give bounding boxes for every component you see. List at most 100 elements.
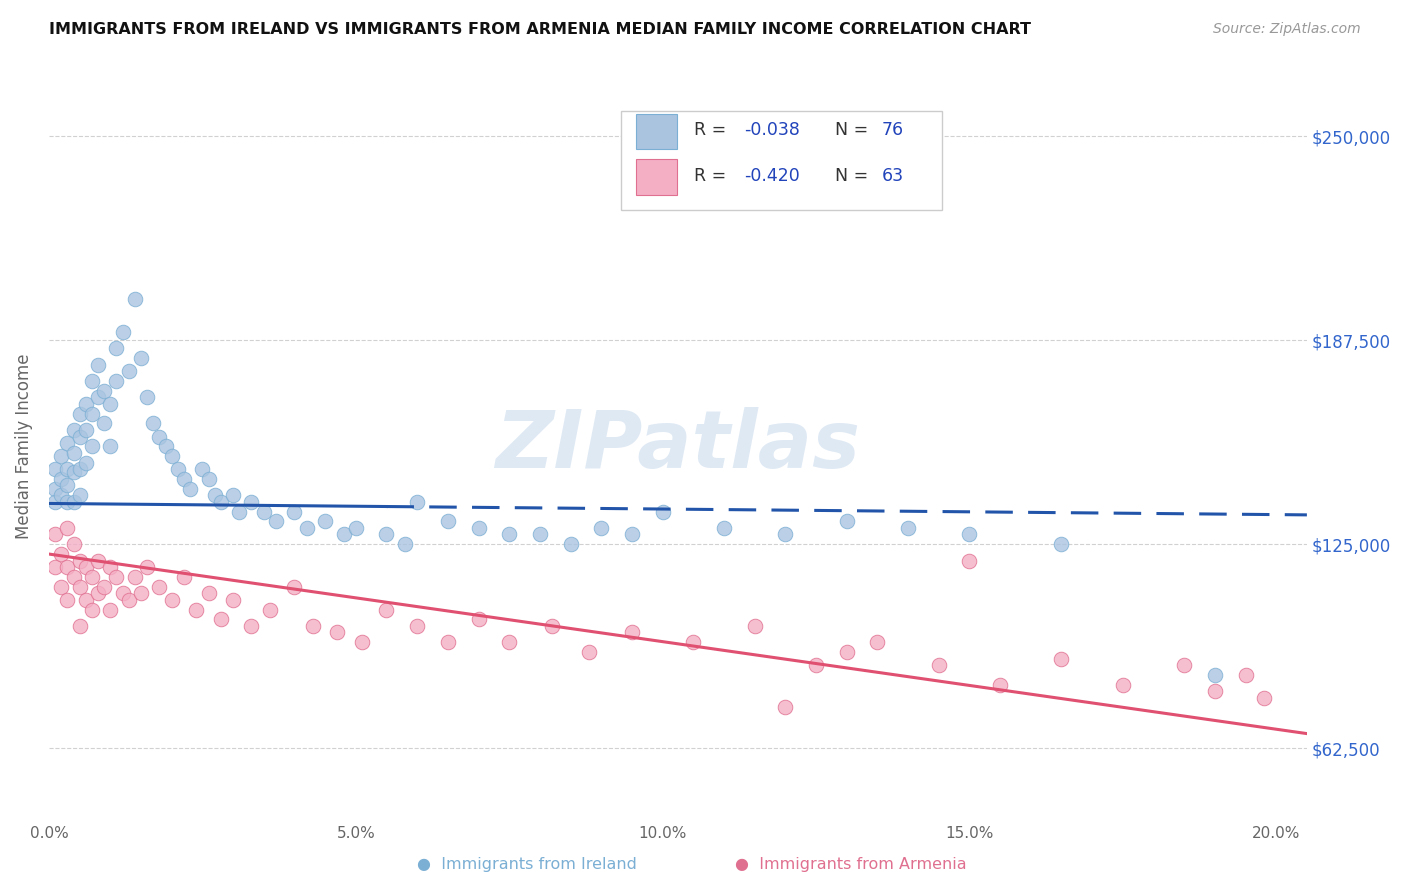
Text: -0.420: -0.420 bbox=[745, 167, 800, 185]
Point bbox=[87, 586, 110, 600]
Point bbox=[75, 423, 97, 437]
Point bbox=[467, 612, 489, 626]
Point bbox=[160, 592, 183, 607]
Point bbox=[166, 462, 188, 476]
Point bbox=[80, 407, 103, 421]
Point bbox=[69, 553, 91, 567]
Point bbox=[301, 619, 323, 633]
Point bbox=[69, 462, 91, 476]
Point bbox=[186, 602, 208, 616]
FancyBboxPatch shape bbox=[637, 113, 676, 149]
Point bbox=[75, 397, 97, 411]
Point bbox=[87, 390, 110, 404]
Point bbox=[775, 700, 797, 714]
Point bbox=[105, 342, 128, 356]
Point bbox=[56, 462, 79, 476]
FancyBboxPatch shape bbox=[621, 111, 942, 211]
Point bbox=[775, 527, 797, 541]
Point bbox=[160, 449, 183, 463]
Point bbox=[467, 521, 489, 535]
Point bbox=[1253, 690, 1275, 705]
Point bbox=[406, 495, 429, 509]
Point bbox=[105, 374, 128, 388]
Point bbox=[240, 619, 263, 633]
Point bbox=[93, 384, 115, 398]
Point bbox=[620, 625, 643, 640]
Point bbox=[136, 560, 159, 574]
Point bbox=[222, 488, 245, 502]
Point bbox=[314, 515, 336, 529]
Text: N =: N = bbox=[835, 120, 875, 139]
Point bbox=[173, 472, 195, 486]
Point bbox=[80, 570, 103, 584]
Text: ●  Immigrants from Ireland: ● Immigrants from Ireland bbox=[418, 857, 637, 872]
Point bbox=[835, 515, 858, 529]
Point bbox=[897, 521, 920, 535]
Point bbox=[80, 439, 103, 453]
Point bbox=[179, 482, 201, 496]
Point bbox=[498, 635, 520, 649]
Text: IMMIGRANTS FROM IRELAND VS IMMIGRANTS FROM ARMENIA MEDIAN FAMILY INCOME CORRELAT: IMMIGRANTS FROM IRELAND VS IMMIGRANTS FR… bbox=[49, 22, 1031, 37]
Point bbox=[87, 358, 110, 372]
Point bbox=[651, 505, 673, 519]
Point bbox=[375, 602, 398, 616]
Point bbox=[118, 592, 141, 607]
Point bbox=[928, 658, 950, 673]
Point bbox=[240, 495, 263, 509]
Point bbox=[129, 351, 152, 366]
Point bbox=[804, 658, 827, 673]
Point bbox=[111, 325, 134, 339]
Point bbox=[191, 462, 214, 476]
Point bbox=[124, 293, 146, 307]
Point bbox=[69, 580, 91, 594]
Point bbox=[98, 397, 121, 411]
Point bbox=[957, 553, 980, 567]
Point bbox=[1204, 684, 1226, 698]
Point bbox=[204, 488, 226, 502]
Point bbox=[44, 482, 66, 496]
Point bbox=[142, 417, 165, 431]
Point bbox=[51, 547, 73, 561]
Text: R =: R = bbox=[695, 120, 733, 139]
Point bbox=[1204, 668, 1226, 682]
Point bbox=[93, 580, 115, 594]
Point bbox=[51, 580, 73, 594]
Point bbox=[56, 436, 79, 450]
Point bbox=[541, 619, 564, 633]
Point bbox=[56, 592, 79, 607]
Point bbox=[44, 527, 66, 541]
Point bbox=[1112, 678, 1135, 692]
Point bbox=[988, 678, 1011, 692]
Point bbox=[136, 390, 159, 404]
Text: 63: 63 bbox=[882, 167, 904, 185]
Point bbox=[148, 429, 170, 443]
Point bbox=[87, 553, 110, 567]
Point bbox=[406, 619, 429, 633]
Point bbox=[62, 570, 84, 584]
Point bbox=[1050, 651, 1073, 665]
Point bbox=[75, 456, 97, 470]
Point bbox=[437, 635, 460, 649]
Point bbox=[350, 635, 373, 649]
Point bbox=[264, 515, 287, 529]
Text: -0.038: -0.038 bbox=[745, 120, 800, 139]
Point bbox=[375, 527, 398, 541]
Point bbox=[682, 635, 704, 649]
Point bbox=[56, 521, 79, 535]
Point bbox=[1234, 668, 1257, 682]
Point bbox=[209, 612, 232, 626]
Point bbox=[98, 602, 121, 616]
Text: N =: N = bbox=[835, 167, 875, 185]
FancyBboxPatch shape bbox=[637, 160, 676, 194]
Point bbox=[75, 560, 97, 574]
Point bbox=[111, 586, 134, 600]
Point bbox=[69, 429, 91, 443]
Point bbox=[437, 515, 460, 529]
Point bbox=[173, 570, 195, 584]
Point bbox=[62, 537, 84, 551]
Point bbox=[80, 374, 103, 388]
Point bbox=[51, 472, 73, 486]
Point bbox=[228, 505, 250, 519]
Text: 76: 76 bbox=[882, 120, 904, 139]
Point bbox=[835, 645, 858, 659]
